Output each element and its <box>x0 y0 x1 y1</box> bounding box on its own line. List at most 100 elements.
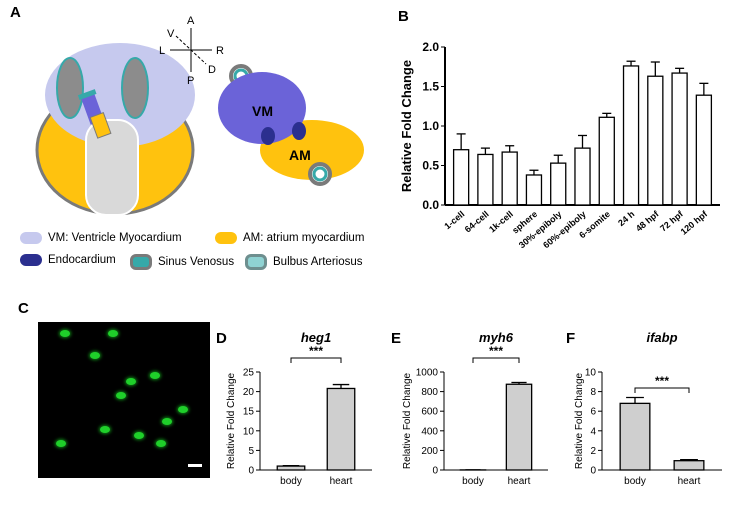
significance-marker: *** <box>309 344 323 358</box>
ventricle-label: VM <box>252 103 273 119</box>
bar <box>598 116 615 206</box>
x-tick-label: heart <box>330 476 353 487</box>
significance-marker: *** <box>655 374 669 388</box>
scale-bar <box>188 464 202 467</box>
x-tick-label: 48 hpf <box>634 208 661 233</box>
fluorescent-cell <box>162 418 172 425</box>
legend-am: AM: atrium myocardium <box>215 232 364 244</box>
y-tick-label: 20 <box>243 387 255 398</box>
bar <box>505 383 533 471</box>
x-tick-label: 1k-cell <box>487 209 515 235</box>
y-tick-label: 2.0 <box>422 40 439 54</box>
panel-label-a: A <box>10 4 21 21</box>
panel-label-e: E <box>391 330 402 347</box>
y-tick-label: 6 <box>590 407 596 418</box>
y-tick-label: 600 <box>421 407 438 418</box>
legend-text-endo: Endocardium <box>48 254 116 266</box>
legend-swatch-sinus <box>130 254 152 270</box>
bar <box>574 147 591 206</box>
y-tick-label: 200 <box>421 446 438 457</box>
y-tick-label: 10 <box>243 426 255 437</box>
y-tick-label: 800 <box>421 387 438 398</box>
x-tick-label: heart <box>508 476 531 487</box>
y-tick-label: 1.0 <box>422 119 439 133</box>
legend-text-vm: VM: Ventricle Myocardium <box>48 232 182 244</box>
y-tick-label: 10 <box>585 368 597 379</box>
fluorescent-cell <box>108 330 118 337</box>
x-tick-label: body <box>462 476 484 487</box>
bar <box>622 65 640 206</box>
bar <box>501 151 518 206</box>
y-tick-label: 5 <box>248 446 254 457</box>
bar <box>671 72 688 206</box>
y-tick-label: 1000 <box>416 368 439 379</box>
bar <box>452 149 470 206</box>
fluorescent-cell <box>178 406 188 413</box>
legend-text-sinus: Sinus Venosus <box>158 256 235 268</box>
x-tick-label: body <box>624 476 646 487</box>
y-tick-label: 4 <box>590 426 596 437</box>
chart-title: myh6 <box>479 330 514 345</box>
bar <box>647 75 664 206</box>
atrium-label: AM <box>289 147 311 163</box>
y-tick-label: 2 <box>590 446 596 457</box>
bar <box>619 402 651 471</box>
axis-label-d: D <box>208 64 216 76</box>
bar <box>673 460 705 471</box>
y-axis-label: Relative Fold Change <box>226 372 237 469</box>
fluorescent-cell <box>56 440 66 447</box>
y-tick-label: 1.5 <box>422 80 439 94</box>
bar <box>477 153 494 206</box>
fluorescence-micrograph <box>38 322 210 478</box>
legend-vm: VM: Ventricle Myocardium <box>20 232 182 244</box>
axis-label-a: A <box>187 15 195 27</box>
fluorescent-cell <box>126 378 136 385</box>
y-tick-label: 400 <box>421 426 438 437</box>
fluorescent-cell <box>90 352 100 359</box>
fluorescent-cell <box>134 432 144 439</box>
fluorescent-cell <box>60 330 70 337</box>
significance-marker: *** <box>489 344 503 358</box>
legend-sinus: Sinus Venosus <box>130 254 234 270</box>
significance-bracket <box>290 357 342 363</box>
fluorescent-cell <box>150 372 160 379</box>
legend-swatch-ventricle <box>20 232 42 244</box>
bar <box>550 162 567 206</box>
bar <box>525 174 543 206</box>
legend-swatch-endocardium <box>20 254 42 266</box>
legend-bulbus: Bulbus Arteriosus <box>245 254 363 270</box>
y-axis-label: Relative Fold Change <box>399 60 414 192</box>
x-tick-label: 64-cell <box>463 209 491 235</box>
y-tick-label: 0.5 <box>422 159 439 173</box>
x-tick-label: heart <box>678 476 701 487</box>
axis-label-r: R <box>216 45 224 57</box>
legend-text-am: AM: atrium myocardium <box>243 232 365 244</box>
y-tick-label: 25 <box>243 368 255 379</box>
fluorescent-cell <box>116 392 126 399</box>
y-axis-label: Relative Fold Change <box>402 372 413 469</box>
orientation-axes <box>170 28 212 72</box>
heart-diagram <box>218 64 364 186</box>
legend-swatch-bulbus <box>245 254 267 270</box>
axis-label-l: L <box>159 45 165 57</box>
bar <box>695 94 713 206</box>
axis-label-v: V <box>167 28 175 40</box>
legend-text-bulbus: Bulbus Arteriosus <box>273 256 363 268</box>
chart-title: ifabp <box>646 330 677 345</box>
embryo-diagram <box>35 43 195 216</box>
panel-label-b: B <box>398 8 409 25</box>
y-tick-label: 8 <box>590 387 596 398</box>
y-tick-label: 0 <box>432 466 438 477</box>
x-tick-label: body <box>280 476 302 487</box>
panel-label-d: D <box>216 330 227 347</box>
bar <box>326 387 356 471</box>
y-tick-label: 15 <box>243 407 255 418</box>
chart-title: heg1 <box>301 330 331 345</box>
panel-label-c: C <box>18 300 29 317</box>
chart-d: 0 5 10 15 20 25 Relative Fold Change body heart h… <box>226 330 372 487</box>
y-tick-label: 0 <box>248 466 254 477</box>
x-tick-label: 120 hpf <box>679 208 710 237</box>
axis-label-p: P <box>187 75 194 87</box>
